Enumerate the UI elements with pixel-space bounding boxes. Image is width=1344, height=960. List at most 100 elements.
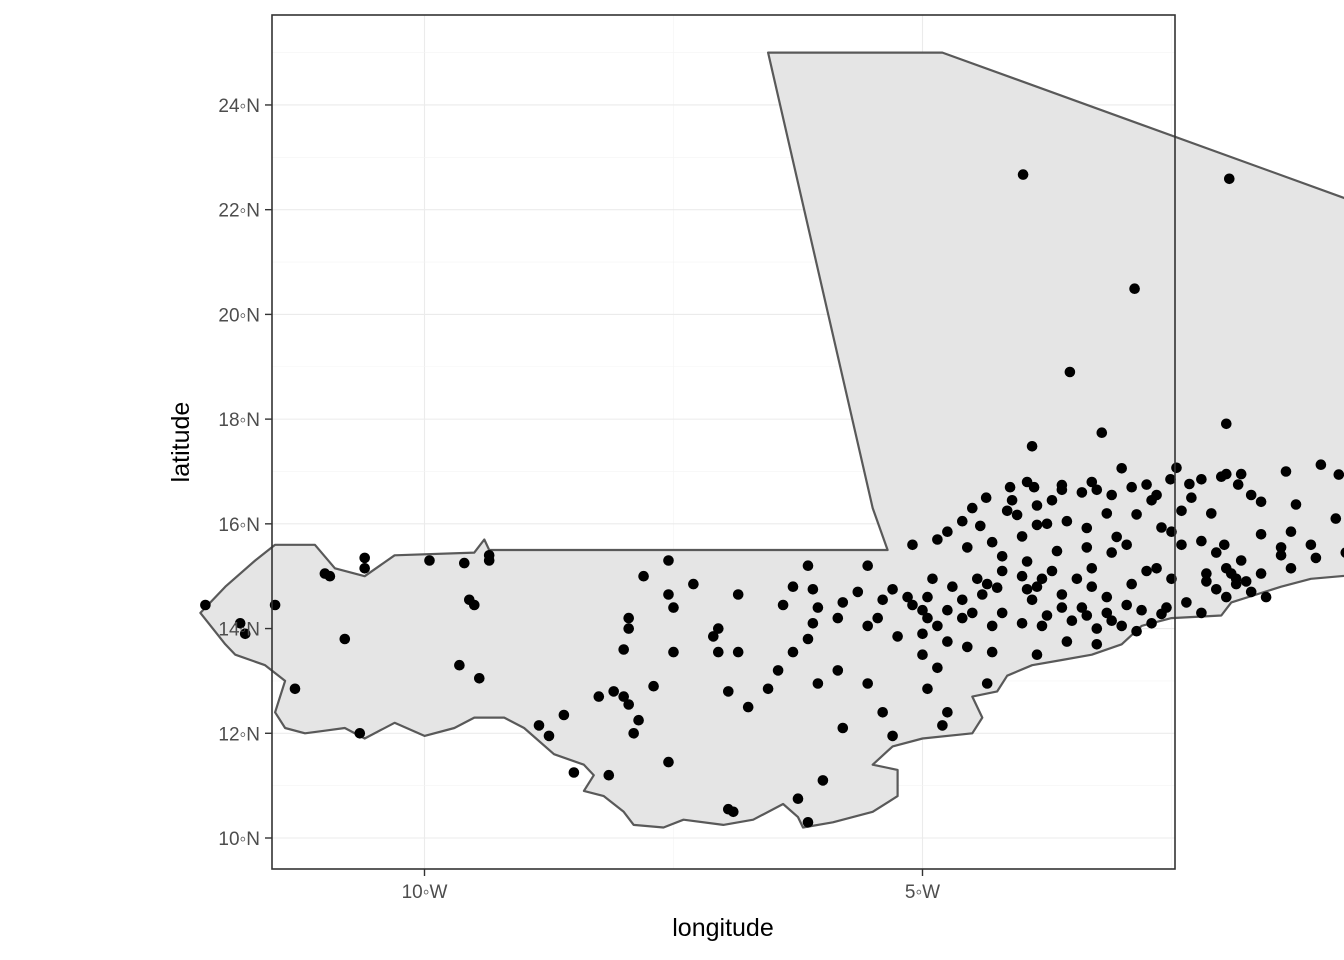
location-point	[1211, 584, 1222, 595]
location-point	[1176, 539, 1187, 551]
location-point	[832, 665, 844, 676]
location-point	[1232, 479, 1244, 490]
location-point	[1086, 563, 1098, 574]
location-point	[1184, 478, 1195, 490]
location-point	[663, 555, 674, 566]
location-point	[1106, 547, 1117, 558]
location-point	[1126, 578, 1137, 590]
location-point	[996, 565, 1008, 577]
location-point	[1126, 481, 1137, 493]
location-point	[942, 604, 953, 616]
location-point	[1310, 552, 1322, 564]
location-point	[862, 560, 873, 571]
location-point	[1226, 568, 1237, 579]
location-point	[1240, 576, 1252, 587]
location-point	[1211, 547, 1222, 558]
location-point	[1001, 505, 1013, 517]
location-point	[887, 584, 898, 595]
location-point	[942, 526, 953, 537]
x-tick-label: 10◦W	[402, 882, 448, 903]
location-point	[1021, 476, 1033, 488]
location-point	[1116, 463, 1127, 474]
location-point	[1186, 492, 1197, 504]
location-point	[927, 573, 938, 585]
location-point	[1031, 519, 1043, 531]
location-point	[1021, 584, 1033, 595]
location-point	[1315, 459, 1327, 471]
location-point	[688, 578, 699, 590]
location-point	[975, 520, 986, 532]
location-point	[922, 591, 933, 603]
location-point	[802, 560, 814, 571]
location-point	[648, 680, 659, 692]
location-point	[1245, 489, 1257, 501]
location-point	[1141, 565, 1152, 577]
location-point	[1106, 489, 1117, 501]
location-point	[1106, 615, 1117, 626]
location-point	[996, 607, 1008, 619]
location-point	[981, 578, 993, 590]
location-point	[962, 641, 973, 653]
y-tick-label: 14◦N	[218, 620, 260, 641]
x-axis: 10◦W5◦W0◦5◦E	[402, 869, 940, 903]
location-point	[772, 665, 784, 676]
location-point	[1121, 599, 1132, 611]
location-point	[1260, 591, 1272, 603]
location-point	[1196, 535, 1207, 547]
location-point	[459, 557, 470, 569]
location-point	[1071, 573, 1083, 585]
location-point	[1017, 169, 1029, 180]
location-point	[663, 756, 674, 768]
location-point	[1131, 509, 1142, 520]
location-point	[638, 570, 649, 582]
location-point	[957, 594, 968, 606]
y-tick-label: 10◦N	[218, 829, 260, 850]
location-point	[618, 691, 629, 702]
location-point	[837, 722, 849, 734]
location-point	[762, 683, 774, 695]
location-point	[817, 775, 829, 786]
location-point	[892, 631, 903, 642]
location-point	[1031, 649, 1043, 660]
location-point	[1275, 550, 1287, 561]
location-point	[991, 582, 1003, 593]
location-point	[1101, 607, 1113, 619]
location-point	[862, 678, 873, 689]
location-point	[1066, 615, 1078, 626]
location-point	[932, 534, 943, 545]
location-point	[1224, 173, 1235, 185]
location-point	[1081, 522, 1093, 534]
location-point	[807, 618, 819, 629]
y-tick-label: 20◦N	[218, 305, 260, 326]
location-point	[1064, 366, 1076, 378]
location-point	[852, 586, 864, 598]
location-point	[1056, 589, 1068, 600]
location-point	[802, 817, 814, 828]
location-point	[986, 536, 998, 548]
location-point	[1141, 479, 1152, 490]
location-point	[812, 602, 824, 613]
location-point	[1201, 576, 1212, 587]
location-point	[424, 555, 435, 566]
location-point	[922, 683, 933, 695]
y-axis-title: latitude	[167, 402, 195, 483]
location-point	[1235, 468, 1247, 480]
location-point	[663, 589, 674, 600]
location-point	[708, 631, 719, 642]
location-point	[723, 686, 734, 697]
location-point	[1006, 495, 1018, 506]
location-point	[967, 502, 978, 514]
location-point	[359, 552, 371, 564]
location-point	[1129, 283, 1140, 295]
location-point	[289, 683, 301, 695]
location-point	[1004, 481, 1016, 493]
location-point	[947, 581, 958, 592]
location-point	[777, 599, 789, 611]
location-point	[1016, 531, 1028, 542]
location-point	[872, 612, 883, 624]
location-point	[1081, 542, 1093, 553]
location-point	[608, 686, 619, 697]
location-point	[1111, 531, 1122, 543]
location-point	[1016, 618, 1028, 629]
